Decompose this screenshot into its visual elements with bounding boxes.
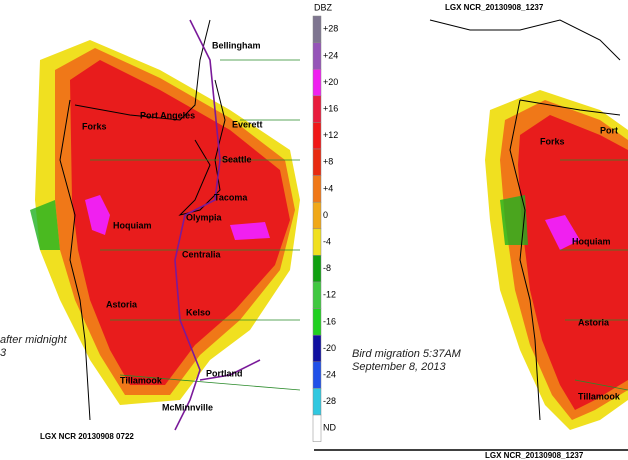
city-label: Olympia [186,212,223,222]
city-label: Tacoma [214,192,248,202]
right-radar-echo [485,90,628,430]
city-label: Port [600,125,618,135]
city-label: Tillamook [120,375,163,385]
timestamp: LGX NCR_20130908_1237 [485,451,584,460]
city-label: Forks [540,136,565,146]
legend-swatch [312,42,322,70]
city-label: Tillamook [578,391,621,401]
color-legend: DBZ +28 +24 +20 +16 +12 +8 +4 0 -4 -8 -12 -16 -20 -24… [312,2,338,442]
legend-swatch [312,148,322,176]
city-label: Forks [82,121,107,131]
legend-swatch [312,255,322,283]
left-radar-echo [30,40,300,405]
title: LGX NCR_20130908_1237 [445,3,544,12]
legend-swatch [312,281,322,309]
timestamp: LGX NCR 20130908 0722 [40,432,134,441]
legend-swatch [312,201,322,230]
legend-label: -12 [323,290,336,300]
city-label: Bellingham [212,40,261,50]
city-label: Hoquiam [113,220,152,230]
legend-swatch [312,361,322,389]
legend-swatch [312,175,322,203]
legend-label: +24 [323,50,338,60]
legend-swatch [312,95,322,123]
city-label: Astoria [106,299,138,309]
legend-label: +4 [323,183,333,193]
legend-swatch [312,414,322,442]
caption: after midnight [0,334,68,346]
legend-label: +16 [323,103,338,113]
city-label: Kelso [186,307,211,317]
caption: 3 [0,347,7,359]
city-label: Seattle [222,154,252,164]
legend-label: -8 [323,263,331,273]
city-label: McMinnville [162,402,213,412]
legend-label: ND [323,423,336,433]
legend-label: -24 [323,369,336,379]
legend-swatch [312,308,322,336]
caption: Bird migration 5:37AM [352,348,462,360]
legend-swatch [312,334,322,363]
legend-label: +20 [323,77,338,87]
legend-swatch [312,122,322,150]
city-label: Portland [206,368,243,378]
legend-label: -20 [323,343,336,353]
legend-unit: DBZ [314,2,333,12]
city-label: Hoquiam [572,236,611,246]
legend-swatch [312,228,322,256]
left-map-lines [59,19,301,431]
legend-label: +12 [323,130,338,140]
legend-label: 0 [323,210,328,220]
legend-label: -16 [323,316,336,326]
legend-swatch [312,15,322,43]
legend-label: +8 [323,157,333,167]
legend-label: -28 [323,396,336,406]
city-label: Centralia [182,249,222,259]
city-label: Everett [232,119,263,129]
city-label: Astoria [578,317,610,327]
legend-label: +28 [323,24,338,34]
caption: September 8, 2013 [352,361,446,373]
city-label: Port Angeles [140,110,195,120]
right-map-lines [429,19,628,421]
left-city-labels: Bellingham Port Angeles Everett Forks Se… [82,40,263,412]
legend-swatch [312,68,322,97]
legend-swatch [312,388,322,416]
legend-label: -4 [323,236,331,246]
